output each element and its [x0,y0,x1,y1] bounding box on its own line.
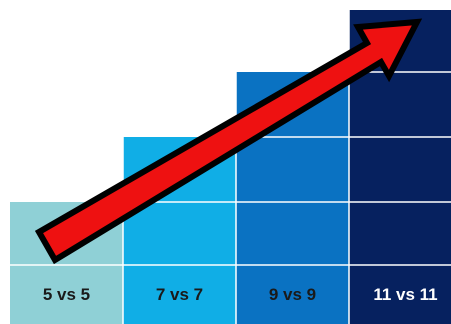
step-labels: 5 vs 5 7 vs 7 9 vs 9 11 vs 11 [43,285,438,304]
step-label: 7 vs 7 [156,285,203,304]
up-right-arrow-icon [34,18,423,265]
step-label: 11 vs 11 [373,285,437,304]
step-label: 5 vs 5 [43,285,90,304]
grid-lines [10,10,451,324]
step-label: 9 vs 9 [269,285,316,304]
